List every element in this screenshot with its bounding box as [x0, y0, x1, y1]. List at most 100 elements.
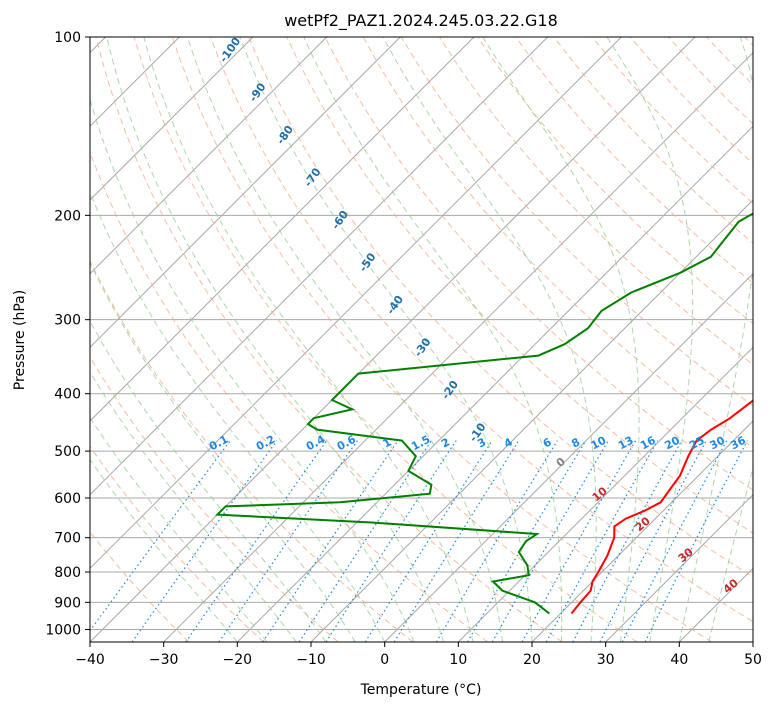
dry-adiabat-line: [706, 37, 753, 86]
mixing-ratio-line: [298, 440, 432, 642]
moist-adiabat-line: [187, 37, 503, 642]
mixing-ratio-line: [599, 440, 707, 642]
plot-frame: [89, 36, 754, 643]
dry-adiabat-label: -20: [439, 378, 461, 402]
dry-adiabat-label: -90: [247, 80, 269, 104]
dry-adiabat-line: [95, 37, 563, 642]
mixing-ratio-line: [435, 440, 558, 642]
x-tick-label: 10: [449, 652, 467, 668]
dewpoint-profile-line: [215, 212, 753, 615]
y-axis-title: Pressure (hPa): [12, 290, 28, 390]
isotherm-line: [90, 37, 475, 422]
x-tick-label: 0: [380, 652, 389, 668]
x-tick-label: −10: [296, 652, 326, 668]
dry-adiabat-label: -70: [302, 165, 324, 189]
moist-adiabat-line: [303, 37, 563, 642]
mixing-ratio-label: 0.4: [304, 433, 328, 454]
dry-adiabat-label: -40: [384, 293, 406, 317]
isotherm-line: [90, 37, 696, 642]
x-axis-title: Temperature (°C): [360, 682, 482, 698]
moist-adiabat-line: [382, 37, 597, 642]
x-tick-label: −40: [75, 652, 105, 668]
dry-adiabat-line: [90, 531, 190, 642]
moist-adiabat-label: 20: [633, 514, 653, 534]
mixing-ratio-line: [621, 440, 728, 642]
moist-adiabat-line: [90, 320, 327, 642]
isotherm-line: [90, 37, 401, 349]
temperature-profile-line: [570, 399, 753, 615]
mixing-ratio-line: [466, 440, 587, 642]
dry-adiabat-line: [171, 37, 712, 642]
moist-adiabat-line: [90, 97, 415, 642]
y-tick-label: 600: [54, 491, 81, 507]
dry-adiabat-line: [90, 259, 414, 642]
moist-adiabat-line: [606, 37, 694, 642]
dry-adiabat-label: -80: [274, 123, 296, 147]
mixing-ratio-line: [393, 440, 520, 642]
isotherm-line: [752, 641, 753, 642]
mixing-ratio-line: [364, 440, 493, 642]
dry-adiabat-line: [324, 37, 753, 491]
isotherm-line: [678, 567, 753, 642]
moist-adiabat-label: 0: [554, 455, 568, 470]
isotherm-line: [90, 37, 622, 570]
mixing-ratio-label: 13: [616, 434, 636, 453]
moist-adiabat-line: [708, 465, 753, 642]
dry-adiabat-line: [553, 37, 753, 244]
dry-adiabat-line: [133, 37, 638, 642]
dry-adiabat-line: [248, 37, 753, 578]
dry-adiabat-line: [438, 37, 753, 366]
mixing-ratio-label: 30: [708, 434, 728, 453]
mixing-ratio-line: [325, 440, 457, 642]
chart-title: wetPf2_PAZ1.2024.245.03.22.G18: [284, 11, 558, 31]
mixing-ratio-line: [545, 440, 659, 642]
moist-adiabat-label: 30: [676, 545, 696, 565]
mixing-ratio-label: 20: [662, 434, 682, 453]
y-tick-label: 1000: [45, 622, 81, 638]
x-tick-label: −30: [149, 652, 179, 668]
mixing-ratio-label: 10: [589, 434, 609, 453]
x-tick-label: 50: [744, 652, 762, 668]
x-tick-label: −20: [223, 652, 253, 668]
x-tick-label: 20: [523, 652, 541, 668]
y-tick-label: 100: [54, 30, 81, 46]
isotherm-line: [531, 420, 753, 642]
x-tick-label: 30: [597, 652, 615, 668]
y-tick-label: 800: [54, 565, 81, 581]
mixing-ratio-line: [131, 440, 278, 642]
mixing-ratio-label: 0.1: [207, 433, 230, 454]
moist-adiabat-line: [90, 458, 238, 642]
isotherm-line: [90, 37, 254, 201]
mixing-ratio-line: [572, 440, 683, 642]
y-tick-label: 900: [54, 595, 81, 611]
isotherm-line: [90, 37, 328, 275]
moist-adiabat-line: [90, 261, 356, 642]
mixing-ratio-line: [491, 440, 609, 642]
moist-adiabat-line: [482, 37, 640, 642]
mixing-ratio-label: 16: [638, 434, 658, 453]
mixing-ratio-label: 8: [569, 435, 582, 450]
mixing-ratio-label: 36: [728, 434, 748, 453]
y-tick-label: 300: [54, 313, 81, 329]
mixing-ratio-line: [185, 440, 328, 642]
isotherm-line: [163, 51, 753, 642]
isotherm-line: [236, 125, 753, 642]
isotherm-line: [384, 272, 753, 642]
isotherm-line: [605, 493, 753, 642]
moist-adiabat-line: [678, 37, 753, 642]
mixing-ratio-line: [521, 440, 637, 642]
y-tick-label: 200: [54, 208, 81, 224]
isotherm-line: [457, 346, 753, 642]
moist-adiabat-line: [143, 37, 474, 642]
dry-adiabat-line: [744, 37, 753, 47]
dry-adiabat-line: [515, 37, 753, 284]
moist-adiabat-line: [106, 37, 445, 642]
moist-adiabat-line: [90, 370, 297, 642]
dry-adiabat-line: [90, 445, 264, 642]
y-tick-label: 700: [54, 531, 81, 547]
isotherm-line: [90, 37, 549, 496]
moist-adiabat-line: [90, 190, 386, 642]
mixing-ratio-line: [90, 440, 231, 632]
mixing-ratio-label: 2: [439, 435, 452, 450]
